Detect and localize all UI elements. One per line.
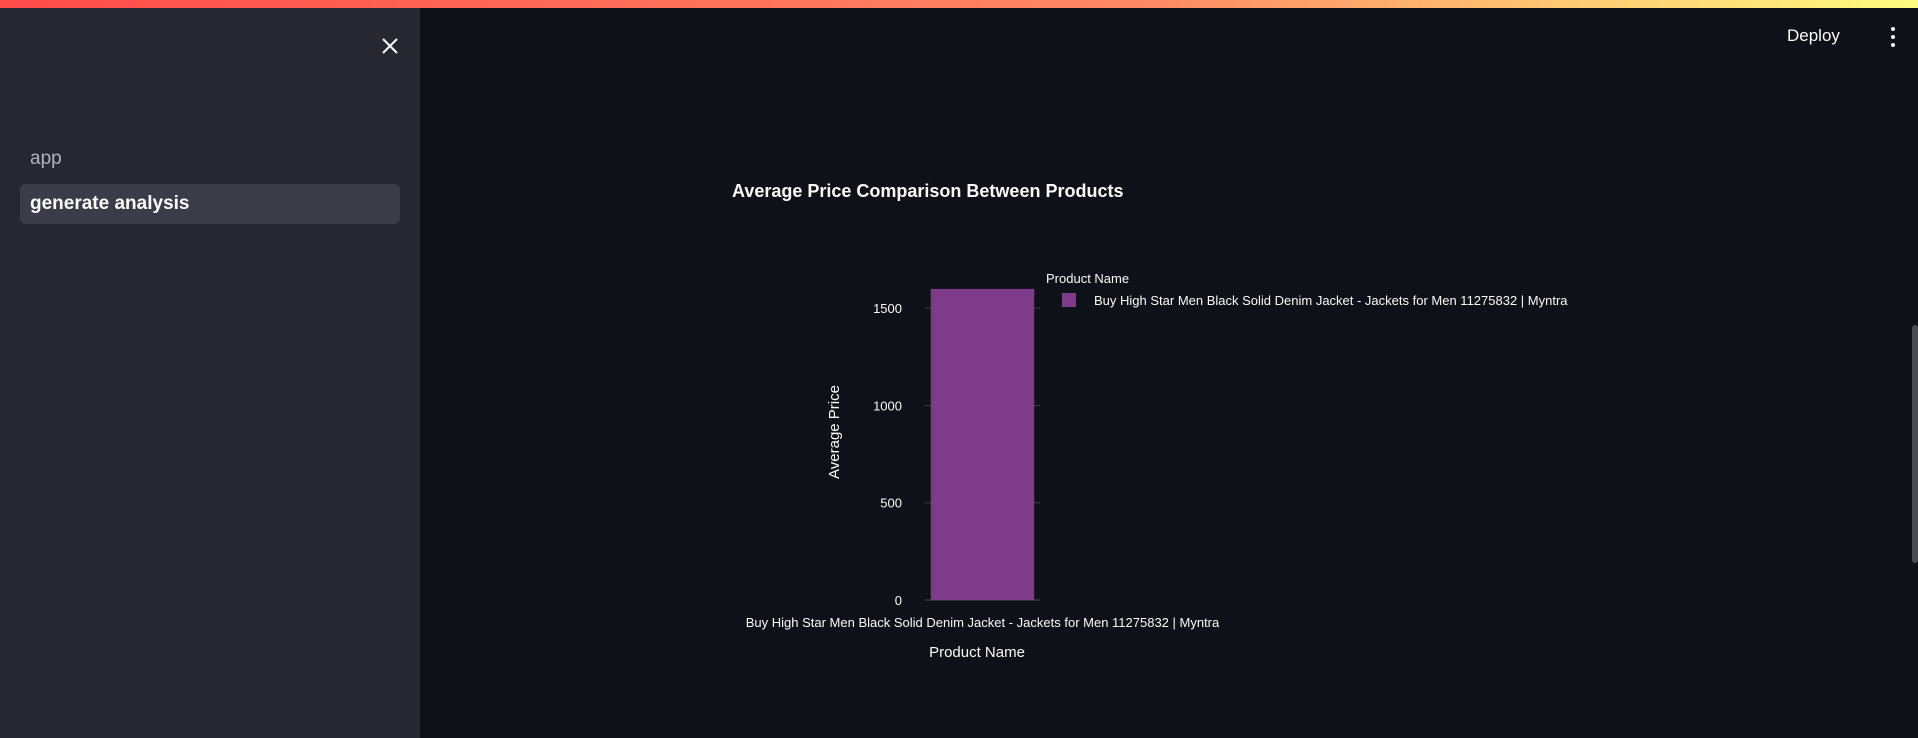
sidebar-item-generate-analysis[interactable]: generate analysis <box>20 184 400 224</box>
top-decoration-bar <box>0 0 1918 8</box>
chart-title: Average Price Comparison Between Product… <box>732 181 1124 201</box>
sidebar-item-app[interactable]: app <box>20 139 400 179</box>
close-sidebar-button[interactable] <box>376 32 404 60</box>
sidebar-item-label: app <box>30 148 62 169</box>
main-area <box>420 8 1918 738</box>
main-menu-button[interactable] <box>1884 24 1902 50</box>
sidebar-item-label: generate analysis <box>30 193 190 214</box>
sidebar: app generate analysis <box>0 8 420 738</box>
scrollbar[interactable] <box>1912 325 1918 563</box>
deploy-button[interactable]: Deploy <box>1787 26 1840 45</box>
close-icon <box>382 38 398 54</box>
vertical-dots-icon <box>1891 27 1895 31</box>
